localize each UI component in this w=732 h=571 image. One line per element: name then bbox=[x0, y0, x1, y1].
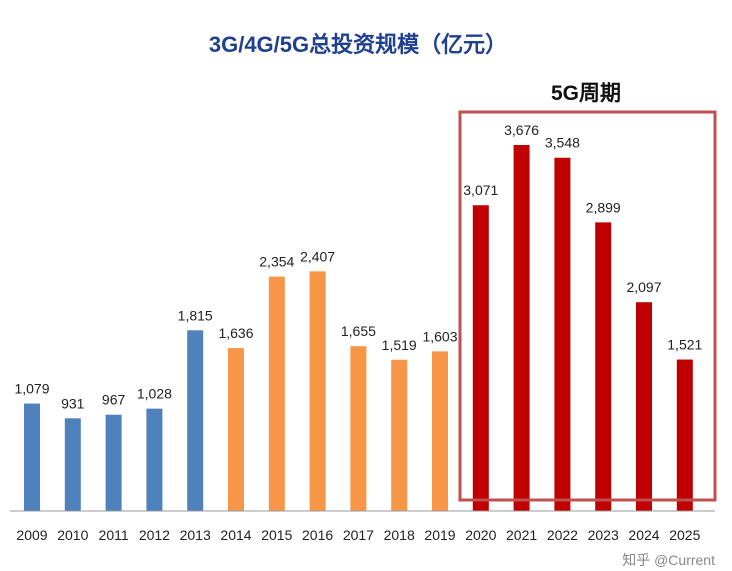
data-label-2018: 1,519 bbox=[382, 337, 417, 353]
data-label-2020: 3,071 bbox=[463, 182, 498, 198]
x-tick-2011: 2011 bbox=[99, 527, 129, 543]
x-tick-2018: 2018 bbox=[384, 527, 415, 543]
x-tick-2021: 2021 bbox=[506, 527, 537, 543]
bar-2011 bbox=[105, 414, 122, 511]
data-label-2015: 2,354 bbox=[259, 254, 294, 270]
bar-2012 bbox=[146, 408, 163, 511]
data-label-2010: 931 bbox=[61, 395, 85, 411]
x-tick-2014: 2014 bbox=[220, 527, 251, 543]
chart-title: 3G/4G/5G总投资规模（亿元） bbox=[209, 32, 507, 57]
data-label-2016: 2,407 bbox=[300, 248, 335, 264]
watermark: 知乎 @Current bbox=[622, 552, 715, 568]
data-label-2012: 1,028 bbox=[137, 386, 172, 402]
x-tick-2015: 2015 bbox=[261, 527, 292, 543]
bar-2009 bbox=[24, 403, 40, 511]
bar-2024 bbox=[636, 302, 652, 511]
data-label-2014: 1,636 bbox=[218, 325, 253, 341]
bar-2015 bbox=[268, 276, 285, 511]
x-tick-2022: 2022 bbox=[547, 527, 578, 543]
bar-2014 bbox=[228, 348, 244, 511]
bar-2013 bbox=[187, 330, 204, 511]
bar-2020 bbox=[472, 205, 489, 511]
x-tick-2010: 2010 bbox=[57, 527, 88, 543]
x-tick-2012: 2012 bbox=[139, 527, 170, 543]
data-label-2011: 967 bbox=[102, 392, 126, 408]
x-tick-2017: 2017 bbox=[343, 527, 374, 543]
x-tick-2020: 2020 bbox=[465, 527, 496, 543]
bar-2021 bbox=[513, 145, 530, 511]
bar-2025 bbox=[676, 359, 693, 511]
data-label-2024: 2,097 bbox=[626, 279, 661, 295]
x-tick-2013: 2013 bbox=[180, 527, 211, 543]
bar-2017 bbox=[350, 346, 367, 511]
bar-2019 bbox=[432, 351, 448, 511]
data-label-2019: 1,603 bbox=[422, 328, 457, 344]
data-label-2009: 1,079 bbox=[14, 381, 49, 397]
bar-2010 bbox=[64, 418, 81, 511]
bar-2023 bbox=[595, 222, 612, 511]
data-label-2025: 1,521 bbox=[667, 337, 702, 353]
bar-2022 bbox=[554, 157, 571, 511]
data-label-2022: 3,548 bbox=[545, 135, 580, 151]
data-label-2017: 1,655 bbox=[341, 323, 376, 339]
bar-2018 bbox=[391, 359, 408, 511]
x-tick-2023: 2023 bbox=[588, 527, 619, 543]
bars: 1,079 2009 931 2010 967 2011 1,028 2012 1,815 201… bbox=[14, 122, 702, 543]
data-label-2021: 3,676 bbox=[504, 122, 539, 138]
data-label-2023: 2,899 bbox=[586, 199, 621, 215]
x-tick-2025: 2025 bbox=[669, 527, 700, 543]
x-tick-2024: 2024 bbox=[628, 527, 659, 543]
data-label-2013: 1,815 bbox=[178, 307, 213, 323]
x-tick-2019: 2019 bbox=[424, 527, 455, 543]
bar-2016 bbox=[309, 271, 326, 511]
x-tick-2016: 2016 bbox=[302, 527, 333, 543]
x-tick-2009: 2009 bbox=[16, 527, 47, 543]
5g-period-label: 5G周期 bbox=[551, 82, 621, 105]
5g-period-box bbox=[458, 110, 717, 502]
